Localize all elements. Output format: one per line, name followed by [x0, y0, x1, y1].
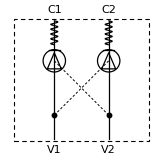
Bar [14, 19, 149, 141]
Text: C1: C1 [47, 5, 62, 15]
Text: V2: V2 [101, 145, 116, 155]
Text: V1: V1 [47, 145, 62, 155]
Text: C2: C2 [101, 5, 116, 15]
